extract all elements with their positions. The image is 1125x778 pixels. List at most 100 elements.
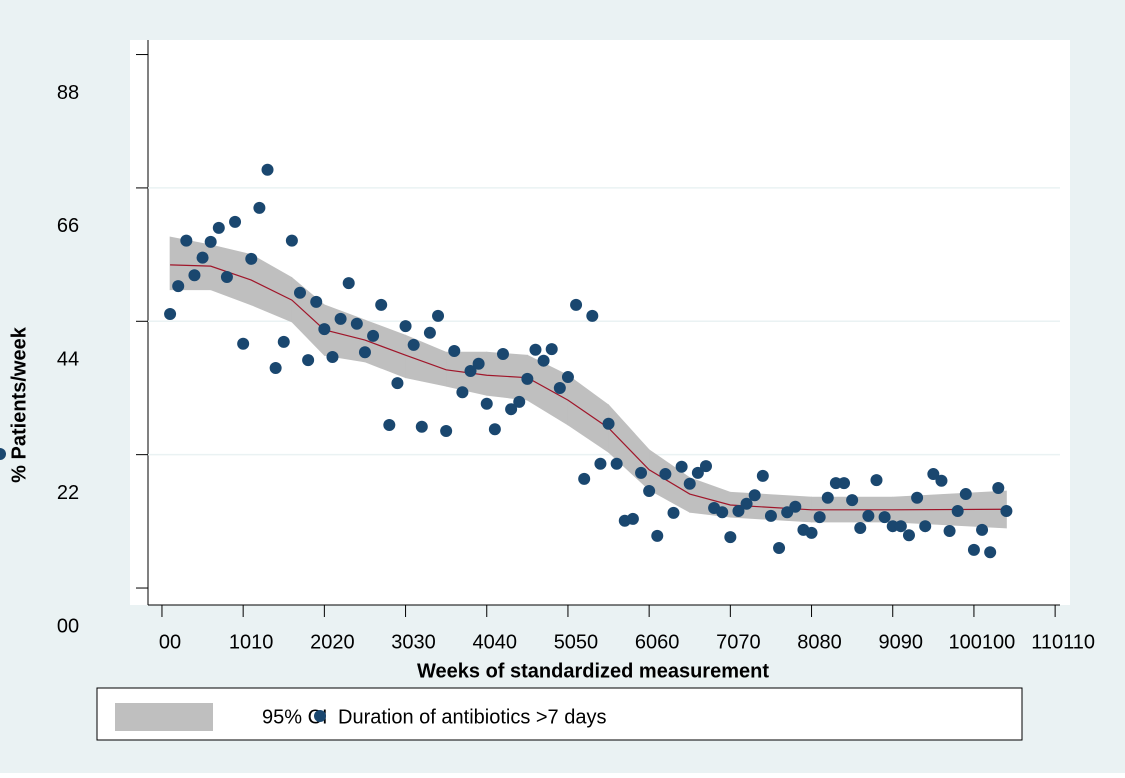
- data-point: [935, 474, 948, 487]
- data-point: [805, 526, 818, 539]
- data-point: [285, 234, 298, 247]
- x-tick-label: 4040: [473, 631, 518, 653]
- data-point: [773, 542, 786, 555]
- data-point: [318, 323, 331, 336]
- data-point: [399, 320, 412, 333]
- data-point: [375, 298, 388, 311]
- data-point: [326, 351, 339, 364]
- data-point: [976, 523, 989, 536]
- data-point: [220, 271, 233, 284]
- legend-marker: [314, 710, 326, 722]
- data-point: [496, 348, 509, 361]
- data-point: [0, 448, 6, 461]
- data-point: [862, 509, 875, 522]
- data-point: [391, 377, 404, 390]
- data-point: [261, 163, 274, 176]
- data-point: [561, 371, 574, 384]
- data-point: [472, 357, 485, 370]
- data-point: [245, 252, 258, 265]
- data-point: [277, 335, 290, 348]
- data-point: [302, 354, 315, 367]
- data-point: [237, 337, 250, 350]
- y-tick-label: 44: [57, 349, 79, 371]
- data-point: [602, 417, 615, 430]
- data-point: [383, 418, 396, 431]
- data-point: [667, 506, 680, 519]
- y-tick-label: 88: [57, 82, 79, 104]
- data-point: [521, 372, 534, 385]
- data-point: [635, 466, 648, 479]
- y-tick-label: 22: [57, 482, 79, 504]
- x-tick-label: 5050: [554, 631, 599, 653]
- data-point: [448, 344, 461, 357]
- data-point: [586, 309, 599, 322]
- data-point: [488, 423, 501, 436]
- x-tick-label: 6060: [635, 631, 680, 653]
- data-point: [480, 397, 493, 410]
- data-point: [570, 298, 583, 311]
- data-point: [643, 485, 656, 498]
- data-point: [415, 420, 428, 433]
- data-point: [992, 481, 1005, 494]
- data-point: [894, 520, 907, 533]
- data-point: [537, 354, 550, 367]
- legend: [96, 687, 1023, 741]
- data-point: [594, 457, 607, 470]
- data-point: [553, 381, 566, 394]
- x-tick-label: 7070: [716, 631, 761, 653]
- data-point: [683, 477, 696, 490]
- legend-label: Duration of antibiotics >7 days: [338, 706, 607, 728]
- data-point: [846, 494, 859, 507]
- data-point: [967, 543, 980, 556]
- y-axis-title: % Patients/week: [8, 326, 30, 483]
- data-point: [927, 468, 940, 481]
- data-point: [456, 386, 469, 399]
- data-point: [505, 403, 518, 416]
- data-point: [878, 511, 891, 524]
- data-point: [854, 522, 867, 535]
- data-point: [358, 346, 371, 359]
- data-point: [984, 546, 997, 559]
- x-tick-label: 3030: [391, 631, 436, 653]
- data-point: [821, 491, 834, 504]
- data-point: [423, 326, 436, 339]
- x-tick-label: 2020: [310, 631, 355, 653]
- data-point: [951, 505, 964, 518]
- data-point: [229, 215, 242, 228]
- data-point: [1000, 505, 1013, 518]
- data-point: [919, 520, 932, 533]
- data-point: [813, 511, 826, 524]
- data-point: [659, 468, 672, 481]
- data-point: [699, 460, 712, 473]
- data-point: [651, 529, 664, 542]
- data-point: [269, 361, 282, 374]
- data-point: [180, 234, 193, 247]
- x-tick-label: 8080: [797, 631, 842, 653]
- x-tick-label: 1010: [229, 631, 274, 653]
- x-tick-label: 00: [159, 631, 181, 653]
- data-point: [902, 529, 915, 542]
- data-point: [610, 457, 623, 470]
- data-point: [724, 531, 737, 544]
- y-tick-label: 00: [57, 615, 79, 637]
- data-point: [513, 395, 526, 408]
- data-point: [756, 469, 769, 482]
- data-point: [748, 489, 761, 502]
- data-point: [172, 280, 185, 293]
- data-point: [440, 425, 453, 438]
- data-point: [943, 525, 956, 538]
- data-point: [196, 251, 209, 264]
- data-point: [578, 472, 591, 485]
- data-point: [732, 505, 745, 518]
- data-point: [764, 509, 777, 522]
- data-point: [959, 488, 972, 501]
- data-point: [367, 329, 380, 342]
- data-point: [253, 201, 266, 214]
- y-tick-label: 66: [57, 215, 79, 237]
- data-point: [334, 312, 347, 325]
- data-point: [691, 466, 704, 479]
- data-point: [838, 477, 851, 490]
- data-point: [789, 500, 802, 513]
- data-point: [164, 308, 177, 321]
